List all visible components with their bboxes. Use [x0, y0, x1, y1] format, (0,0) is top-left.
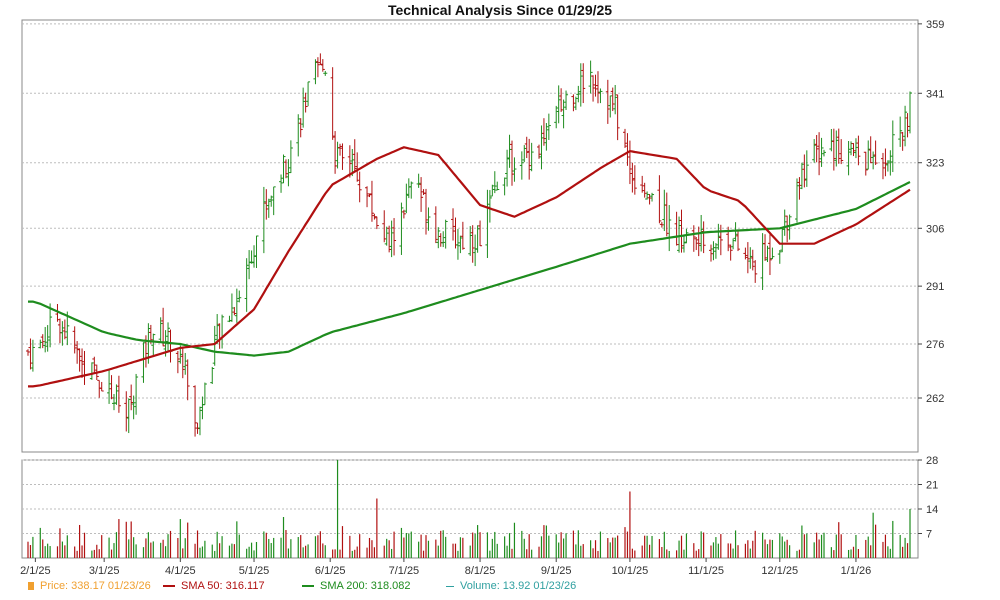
x-tick-label: 9/1/25 — [541, 565, 572, 577]
x-tick-label: 4/1/25 — [165, 565, 196, 577]
x-tick-label: 11/1/25 — [688, 565, 724, 577]
legend-volume: Volume: 13.92 01/23/26 — [446, 580, 576, 592]
price-tick-label: 306 — [926, 223, 944, 235]
price-tick-label: 359 — [926, 19, 944, 31]
legend-sma200-label: SMA 200: 318.082 — [320, 580, 411, 592]
legend-sma50-label: SMA 50: 316.117 — [181, 580, 265, 592]
sma200-swatch — [302, 585, 314, 588]
x-tick-label: 2/1/25 — [20, 565, 51, 577]
volume-tick-label: 21 — [926, 480, 938, 492]
volume-tick-label: 14 — [926, 504, 938, 516]
x-tick-label: 1/1/26 — [841, 565, 872, 577]
price-tick-label: 291 — [926, 281, 944, 293]
x-tick-label: 5/1/25 — [239, 565, 270, 577]
x-tick-label: 12/1/25 — [761, 565, 798, 577]
sma50-swatch — [163, 585, 175, 588]
chart-title: Technical Analysis Since 01/29/25 — [387, 2, 613, 18]
x-tick-label: 8/1/25 — [465, 565, 496, 577]
price-tick-label: 276 — [926, 339, 944, 351]
x-tick-label: 3/1/25 — [89, 565, 120, 577]
volume-tick-label: 28 — [926, 455, 938, 467]
x-tick-label: 10/1/25 — [612, 565, 649, 577]
price-swatch — [28, 582, 34, 591]
volume-tick-label: 7 — [926, 529, 932, 541]
price-tick-label: 262 — [926, 393, 944, 405]
legend-sma50: SMA 50: 316.117 — [163, 580, 265, 592]
x-tick-label: 7/1/25 — [389, 565, 420, 577]
legend-volume-label: Volume: 13.92 01/23/26 — [460, 580, 577, 592]
price-tick-label: 323 — [926, 158, 944, 170]
price-tick-label: 341 — [926, 88, 944, 100]
sma50-line — [28, 146, 911, 388]
volume-swatch — [446, 585, 454, 587]
x-tick-label: 6/1/25 — [315, 565, 346, 577]
legend-price-label: Price: 338.17 01/23/26 — [40, 580, 151, 592]
legend-sma200: SMA 200: 318.082 — [302, 580, 411, 592]
legend-price: Price: 338.17 01/23/26 — [28, 580, 151, 592]
price-panel-frame — [21, 19, 919, 453]
legend: Price: 338.17 01/23/26 SMA 50: 316.117 S… — [0, 580, 1000, 596]
